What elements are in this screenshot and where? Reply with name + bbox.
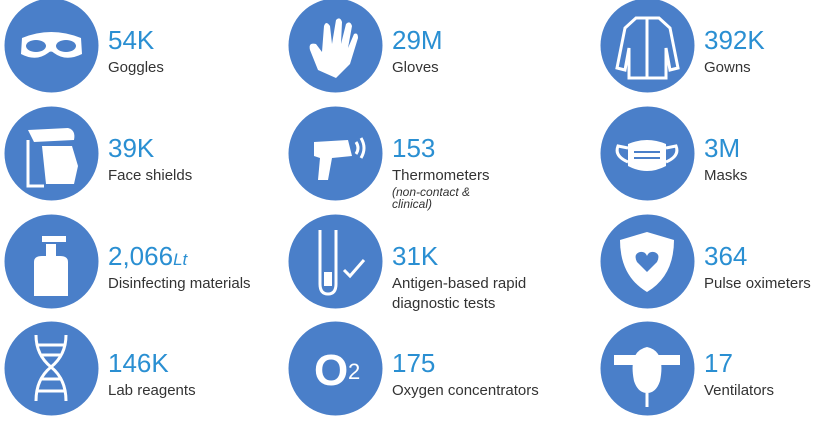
value-number: 17 [704, 348, 733, 378]
value-number: 175 [392, 348, 436, 378]
label: Disinfecting materials [108, 275, 251, 292]
value: 3M [704, 134, 740, 162]
icon [4, 0, 99, 93]
icon [288, 214, 383, 309]
value: 146K [108, 349, 169, 377]
value: 153 [392, 134, 435, 162]
item: 153 Thermometers (non-contact & clinical) [288, 106, 524, 210]
label: Oxygen concentrators [392, 382, 539, 399]
item: O 2 175 Oxygen concentrators [288, 321, 539, 421]
icon-text: O [314, 346, 348, 395]
icon [600, 106, 695, 201]
label: Gloves [392, 59, 439, 76]
icon [4, 106, 99, 201]
label: Gowns [704, 59, 751, 76]
value-number: 29M [392, 25, 443, 55]
label: Thermometers [392, 167, 490, 184]
value-number: 392K [704, 25, 765, 55]
value: 29M [392, 26, 443, 54]
icon [288, 0, 383, 93]
item: 3M Masks [600, 106, 836, 206]
value: 2,066Lt [108, 242, 187, 274]
label: Masks [704, 167, 748, 184]
value: 392K [704, 26, 765, 54]
label: Ventilators [704, 382, 775, 399]
icon [288, 106, 383, 201]
icon [600, 214, 695, 309]
value: 17 [704, 349, 733, 377]
label: Goggles [108, 59, 164, 76]
value-number: 146K [108, 348, 169, 378]
label: Face shields [108, 167, 193, 184]
icon [4, 321, 99, 416]
icon [600, 0, 695, 93]
label: Pulse oximeters [704, 275, 811, 292]
item: 392K Gowns [600, 0, 836, 98]
value-number: 153 [392, 133, 436, 163]
label: Antigen-based rapid diagnostic tests [392, 275, 527, 312]
item: 39K Face shields [4, 106, 240, 206]
label-note: (non-contact & clinical) [392, 185, 471, 211]
value-number: 31K [392, 241, 439, 271]
value-number: 364 [704, 241, 748, 271]
value-unit: Lt [173, 250, 188, 269]
value: 54K [108, 26, 154, 54]
value-number: 39K [108, 133, 155, 163]
value: 364 [704, 242, 747, 270]
value: 39K [108, 134, 154, 162]
value-number: 54K [108, 25, 155, 55]
item: 364 Pulse oximeters [600, 214, 836, 314]
label: Lab reagents [108, 382, 196, 399]
item: 29M Gloves [288, 0, 524, 98]
item: 2,066Lt Disinfecting materials [4, 214, 251, 314]
value: 31K [392, 242, 438, 270]
item: 31K Antigen-based rapid diagnostic tests [288, 214, 526, 314]
icon-sup: 2 [348, 359, 360, 384]
value: 175 [392, 349, 435, 377]
item: 146K Lab reagents [4, 321, 240, 421]
value-number: 2,066 [108, 241, 174, 271]
icon [4, 214, 99, 309]
item: 17 Ventilators [600, 321, 836, 421]
value-number: 3M [704, 133, 741, 163]
icon [600, 321, 695, 416]
item: 54K Goggles [4, 0, 240, 98]
